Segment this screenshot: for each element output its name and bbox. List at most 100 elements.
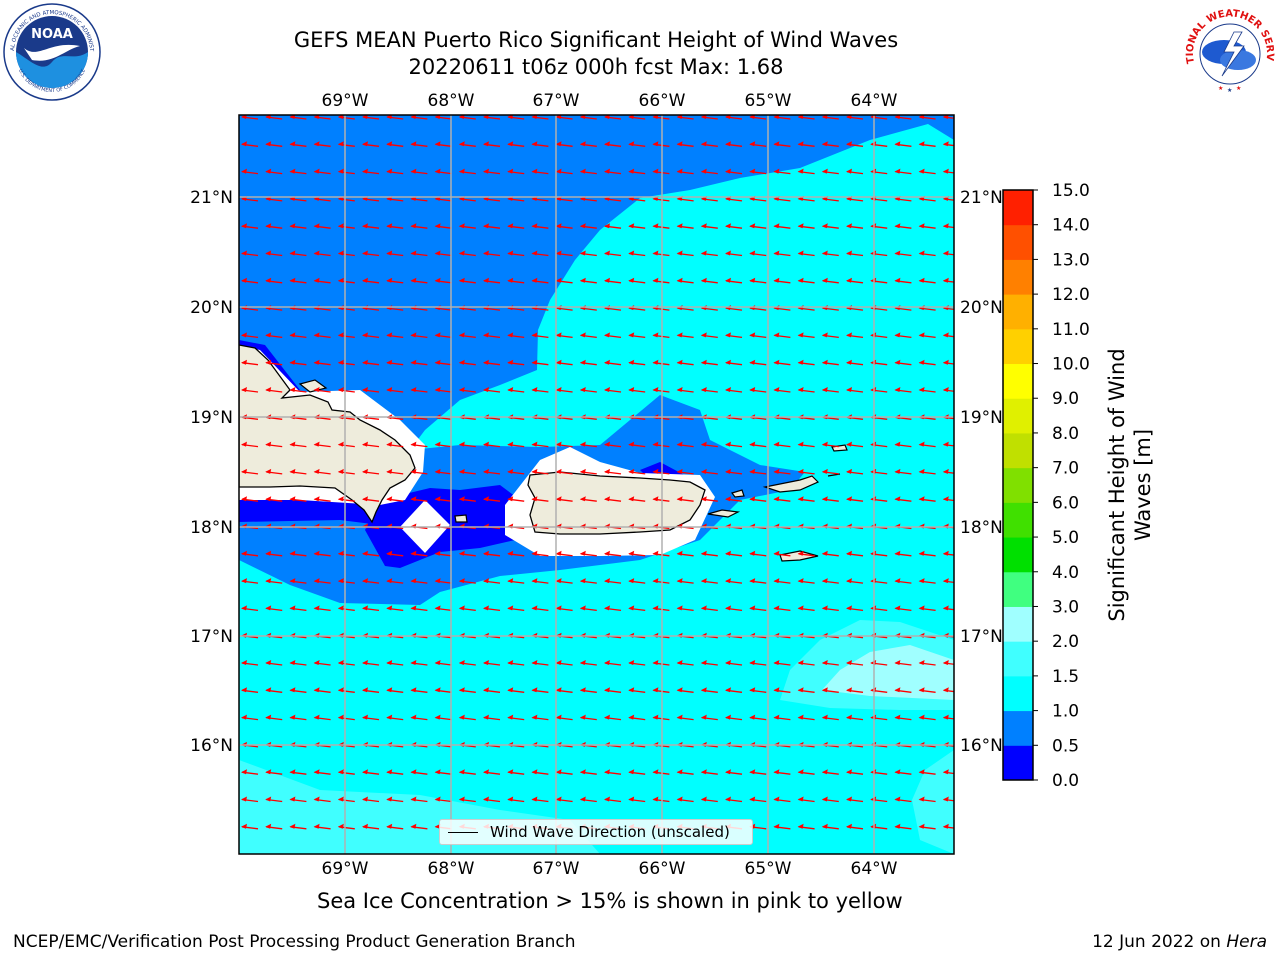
wind-wave-arrow bbox=[531, 277, 549, 284]
wind-wave-arrow bbox=[725, 714, 743, 721]
wind-wave-arrow bbox=[821, 168, 839, 175]
lat-label-left: 21°N bbox=[190, 188, 233, 208]
wind-wave-arrow bbox=[483, 250, 501, 257]
wind-wave-arrow bbox=[604, 168, 622, 175]
wind-wave-arrow bbox=[918, 687, 936, 693]
wind-wave-arrow bbox=[628, 605, 646, 612]
wind-wave-arrow bbox=[918, 115, 936, 120]
wind-wave-arrow bbox=[579, 277, 597, 284]
wind-wave-arrow bbox=[313, 141, 331, 147]
wind-wave-arrow bbox=[531, 687, 549, 693]
wind-wave-arrow bbox=[749, 578, 767, 584]
colorbar-segment bbox=[1003, 571, 1033, 607]
wind-wave-arrow bbox=[289, 115, 307, 120]
wind-wave-arrow bbox=[265, 796, 283, 803]
wind-wave-arrow bbox=[676, 687, 694, 693]
wind-wave-arrow bbox=[507, 687, 525, 693]
wind-wave-arrow bbox=[749, 714, 767, 721]
wind-wave-arrow bbox=[604, 277, 622, 284]
wind-wave-arrow bbox=[700, 277, 718, 284]
wind-wave-arrow bbox=[483, 441, 501, 448]
colorbar-segment bbox=[1003, 641, 1033, 677]
wind-wave-arrow bbox=[579, 605, 597, 612]
wind-wave-arrow bbox=[628, 115, 646, 120]
wind-wave-arrow bbox=[241, 277, 259, 284]
wind-wave-arrow bbox=[507, 332, 525, 339]
wind-wave-arrow bbox=[362, 387, 380, 393]
wind-wave-arrow bbox=[628, 332, 646, 339]
wind-wave-arrow bbox=[410, 168, 428, 175]
wind-wave-arrow bbox=[507, 496, 525, 502]
wind-wave-arrow bbox=[773, 796, 791, 803]
wind-wave-arrow bbox=[458, 387, 476, 393]
wind-wave-arrow bbox=[531, 223, 549, 229]
wind-wave-arrow bbox=[700, 115, 718, 120]
wind-wave-arrow bbox=[386, 359, 404, 366]
wind-wave-arrow bbox=[942, 387, 954, 392]
wind-wave-arrow bbox=[797, 387, 815, 393]
wind-wave-arrow bbox=[918, 578, 936, 584]
wind-wave-arrow bbox=[289, 468, 307, 475]
wind-wave-arrow bbox=[265, 441, 283, 448]
wind-wave-arrow bbox=[628, 578, 646, 584]
wind-wave-arrow bbox=[725, 141, 743, 147]
wind-wave-arrow bbox=[604, 141, 622, 147]
wind-wave-arrow bbox=[700, 605, 718, 612]
wind-wave-arrow bbox=[507, 141, 525, 147]
wind-wave-arrow bbox=[676, 714, 694, 721]
wind-wave-arrow bbox=[555, 796, 573, 803]
wind-wave-arrow bbox=[628, 250, 646, 257]
wind-wave-arrow bbox=[821, 387, 839, 393]
wind-wave-arrow bbox=[821, 468, 839, 475]
wind-wave-arrow bbox=[894, 687, 912, 693]
wind-wave-arrow bbox=[846, 769, 864, 775]
wind-wave-arrow bbox=[604, 605, 622, 612]
wind-wave-arrow bbox=[289, 441, 307, 448]
colorbar-tick-label: 14.0 bbox=[1052, 216, 1090, 236]
wind-wave-arrow bbox=[241, 605, 259, 612]
wind-wave-arrow bbox=[289, 223, 307, 229]
wind-wave-arrow bbox=[483, 578, 501, 584]
wind-wave-arrow bbox=[337, 387, 355, 393]
wind-wave-arrow bbox=[241, 660, 259, 666]
colorbar-segment bbox=[1003, 190, 1033, 226]
wind-wave-arrow bbox=[942, 823, 954, 829]
wind-wave-arrow bbox=[700, 387, 718, 393]
wind-wave-arrow bbox=[676, 387, 694, 393]
colorbar-segment bbox=[1003, 398, 1033, 434]
wind-wave-arrow bbox=[773, 578, 791, 584]
wind-wave-arrow bbox=[918, 660, 936, 666]
wind-wave-arrow bbox=[942, 115, 954, 119]
wind-wave-arrow bbox=[700, 468, 718, 475]
noaa-logo-text: NOAA bbox=[31, 27, 73, 42]
wind-wave-arrow bbox=[918, 496, 936, 502]
wind-wave-arrow bbox=[797, 277, 815, 284]
wind-wave-arrow bbox=[773, 660, 791, 666]
wind-wave-arrow bbox=[362, 359, 380, 366]
lon-label-top: 65°W bbox=[745, 91, 792, 111]
wind-wave-arrow bbox=[434, 714, 452, 721]
wind-wave-arrow bbox=[410, 223, 428, 229]
wind-wave-arrow bbox=[725, 359, 743, 366]
wind-wave-arrow bbox=[725, 468, 743, 475]
wind-wave-arrow bbox=[531, 332, 549, 339]
wind-wave-arrow bbox=[241, 359, 259, 366]
wind-wave-arrow bbox=[725, 660, 743, 666]
legend-label: Wind Wave Direction (unscaled) bbox=[490, 823, 730, 841]
wind-wave-arrow bbox=[797, 359, 815, 366]
wind-wave-arrow bbox=[434, 387, 452, 393]
wind-wave-arrow bbox=[555, 468, 573, 475]
wind-wave-arrow bbox=[579, 387, 597, 393]
wind-wave-arrow bbox=[362, 223, 380, 229]
colorbar-segment bbox=[1003, 502, 1033, 538]
wind-wave-arrow bbox=[579, 714, 597, 721]
wind-wave-arrow bbox=[531, 387, 549, 393]
wind-wave-arrow bbox=[337, 332, 355, 339]
wind-wave-arrow bbox=[241, 714, 259, 721]
wind-wave-arrow bbox=[676, 115, 694, 120]
wind-wave-arrow bbox=[725, 168, 743, 175]
wind-wave-arrow bbox=[410, 441, 428, 448]
nws-logo: NATIONAL WEATHER SERVICE ★ ★ ★ bbox=[1180, 2, 1277, 99]
wind-wave-arrow bbox=[894, 769, 912, 775]
wind-wave-arrow bbox=[773, 468, 791, 475]
